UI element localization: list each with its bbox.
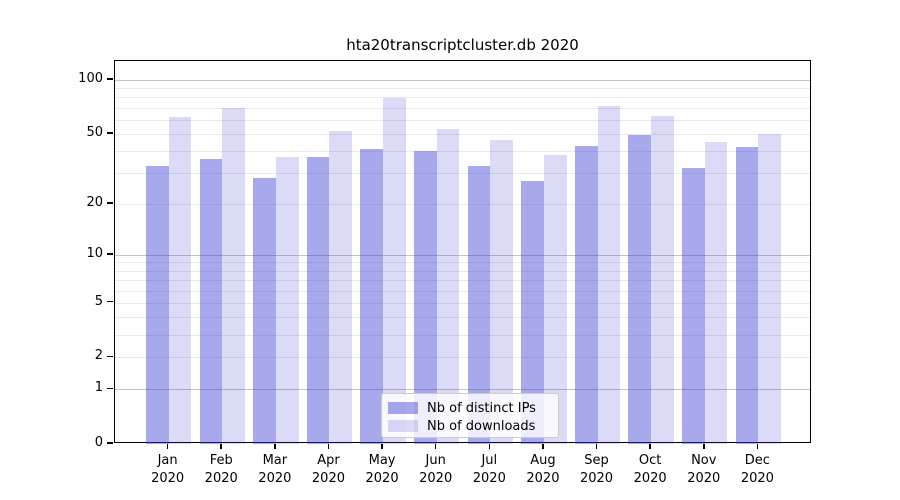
x-tick-label-aug: Aug 2020 — [526, 453, 560, 486]
gridlines-layer — [115, 61, 810, 442]
x-tick-jan — [166, 444, 169, 449]
gridline-minor-8 — [115, 270, 810, 272]
y-tick-label-0: 0 — [94, 435, 103, 450]
x-tick-may — [381, 444, 383, 449]
gridline-minor-40 — [115, 151, 810, 153]
x-tick-aug — [542, 444, 544, 449]
bar-downloads-dec — [758, 133, 782, 444]
bar-ips-aug — [521, 181, 544, 444]
y-tick-label-10: 10 — [86, 245, 103, 261]
gridline-minor-30 — [115, 173, 810, 175]
x-tick-label-dec: Dec 2020 — [740, 453, 774, 486]
gridline-minor-90 — [115, 88, 810, 90]
x-tick-feb — [220, 444, 222, 449]
gridline-minor-60 — [115, 119, 810, 121]
gridline-minor-4 — [115, 317, 810, 319]
bar-downloads-jan — [168, 117, 192, 444]
x-tick-label-jan: Jan 2020 — [151, 453, 185, 486]
gridline-major-1 — [115, 389, 810, 391]
bar-downloads-jul — [490, 140, 513, 444]
legend: Nb of distinct IPs Nb of downloads — [381, 393, 559, 438]
x-tick-label-may: May 2020 — [365, 453, 399, 486]
legend-swatch-distinct-ips — [388, 402, 418, 414]
gridline-minor-80 — [115, 97, 810, 99]
x-tick-nov — [703, 444, 705, 449]
gridline-minor-3 — [115, 334, 810, 336]
x-tick-jun — [434, 444, 437, 449]
y-tick-50 — [107, 132, 113, 134]
x-tick-label-nov: Nov 2020 — [687, 453, 721, 486]
bar-downloads-mar — [275, 157, 299, 444]
bar-ips-mar — [253, 178, 276, 444]
bar-downloads-feb — [222, 107, 245, 444]
plot-area: Nb of distinct IPs Nb of downloads — [114, 60, 811, 444]
x-tick-apr — [327, 444, 330, 449]
y-tick-label-50: 50 — [86, 124, 103, 140]
y-tick-label-1: 1 — [94, 380, 103, 396]
gridline-minor-50 — [115, 133, 810, 135]
bar-downloads-may — [383, 98, 406, 444]
y-tick-label-20: 20 — [86, 194, 103, 210]
x-tick-label-feb: Feb 2020 — [204, 453, 238, 486]
bar-downloads-sep — [597, 105, 621, 444]
bar-ips-sep — [574, 145, 598, 444]
legend-swatch-downloads — [388, 420, 418, 432]
gridline-major-100 — [115, 80, 810, 81]
y-tick-label-100: 100 — [78, 71, 103, 86]
y-tick-label-5: 5 — [94, 293, 103, 309]
x-tick-label-apr: Apr 2020 — [311, 453, 345, 486]
bar-downloads-jun — [436, 129, 460, 444]
x-tick-label-jun: Jun 2020 — [419, 453, 453, 486]
legend-item-downloads: Nb of downloads — [388, 417, 550, 435]
x-tick-label-mar: Mar 2020 — [258, 453, 292, 486]
gridline-minor-6 — [115, 290, 810, 292]
bar-ips-may — [360, 149, 384, 444]
y-tick-10 — [107, 253, 113, 255]
x-tick-label-sep: Sep 2020 — [579, 453, 614, 486]
y-tick-0 — [107, 442, 113, 444]
gridline-minor-70 — [115, 107, 810, 109]
bar-downloads-oct — [651, 115, 674, 444]
bar-ips-jul — [467, 165, 491, 444]
bar-ips-nov — [682, 168, 705, 444]
bar-downloads-aug — [543, 155, 567, 444]
bar-ips-dec — [735, 147, 759, 444]
gridline-minor-2 — [115, 357, 810, 359]
y-tick-1 — [107, 387, 113, 390]
x-tick-sep — [595, 444, 598, 449]
x-tick-label-jul: Jul 2020 — [472, 453, 506, 486]
y-tick-5 — [107, 300, 113, 303]
gridline-major-10 — [115, 254, 810, 256]
legend-item-distinct-ips: Nb of distinct IPs — [388, 399, 550, 417]
gridline-minor-7 — [115, 279, 810, 281]
y-tick-100 — [107, 78, 113, 80]
gridline-minor-5 — [115, 302, 810, 304]
y-tick-2 — [107, 355, 113, 358]
legend-label-downloads: Nb of downloads — [427, 418, 536, 434]
bar-ips-jun — [413, 151, 437, 444]
bar-ips-feb — [199, 159, 223, 444]
x-tick-dec — [756, 444, 759, 449]
bar-downloads-nov — [704, 142, 728, 444]
bar-downloads-apr — [329, 130, 353, 444]
gridline-minor-20 — [115, 203, 810, 205]
bar-ips-apr — [306, 157, 330, 444]
gridline-minor-9 — [115, 262, 810, 264]
bars-layer — [115, 61, 810, 444]
y-tick-label-2: 2 — [94, 348, 103, 364]
bar-ips-oct — [628, 135, 652, 444]
y-tick-20 — [107, 202, 113, 204]
x-tick-oct — [649, 444, 651, 449]
x-tick-mar — [274, 444, 276, 449]
x-tick-label-oct: Oct 2020 — [633, 453, 667, 486]
chart-title: hta20transcriptcluster.db 2020 — [346, 36, 579, 54]
bar-ips-jan — [145, 165, 169, 444]
x-tick-jul — [488, 444, 491, 449]
legend-label-distinct-ips: Nb of distinct IPs — [427, 400, 536, 416]
